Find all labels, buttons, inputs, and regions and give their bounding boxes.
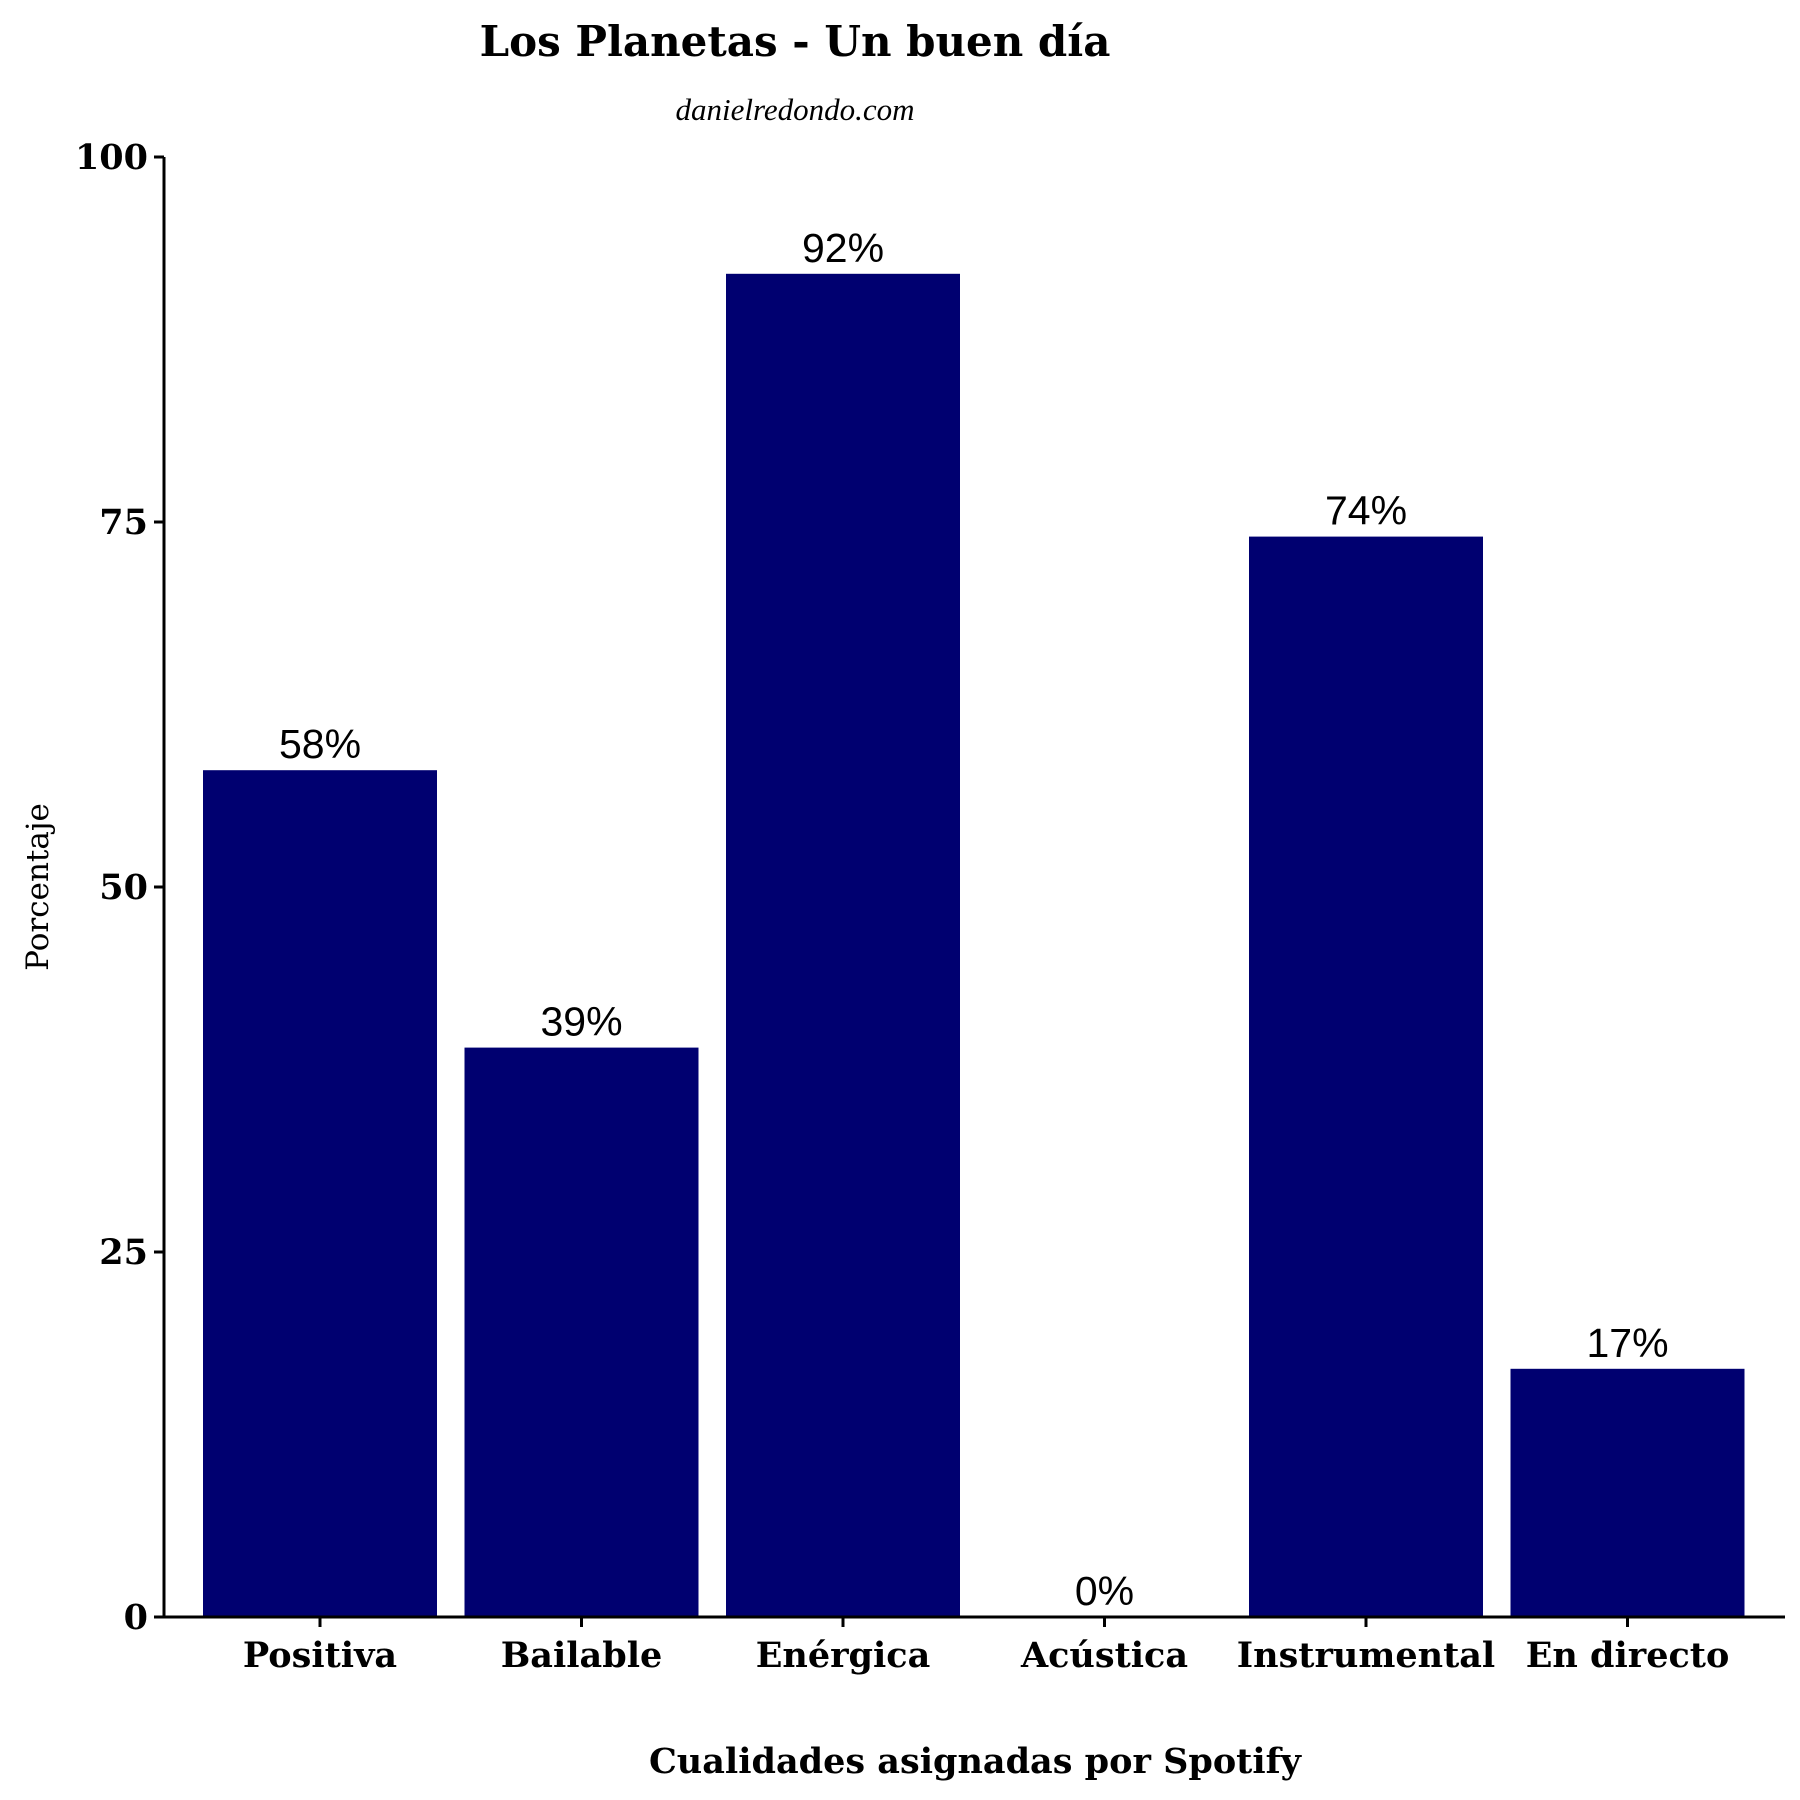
y-tick-label-0: 0 xyxy=(124,1597,148,1638)
bar-en-directo xyxy=(1510,1368,1745,1617)
x-tick-label-bailable: Bailable xyxy=(501,1635,663,1676)
bar-bailable xyxy=(464,1047,699,1617)
y-tick-label-50: 50 xyxy=(99,867,148,908)
y-tick-label-25: 25 xyxy=(99,1232,148,1273)
bar-positiva xyxy=(203,770,437,1617)
y-axis-ticks: 0 25 50 75 100 xyxy=(75,137,164,1638)
chart-title: Los Planetas - Un buen día xyxy=(480,17,1111,66)
data-label-en-directo: 17% xyxy=(1586,1320,1668,1366)
data-label-bailable: 39% xyxy=(540,999,622,1045)
data-label-instrumental: 74% xyxy=(1325,488,1407,534)
x-tick-label-energica: Enérgica xyxy=(756,1635,931,1676)
data-label-energica: 92% xyxy=(802,225,884,271)
x-axis-ticks: Positiva Bailable Enérgica Acústica Instrume… xyxy=(243,1617,1729,1676)
chart-subtitle: danielredondo.com xyxy=(675,92,914,127)
x-tick-label-en-directo: En directo xyxy=(1526,1635,1730,1676)
y-tick-label-100: 100 xyxy=(75,137,148,178)
x-tick-label-acustica: Acústica xyxy=(1020,1635,1188,1676)
data-label-acustica: 0% xyxy=(1075,1568,1134,1614)
bars-layer xyxy=(203,273,1745,1617)
x-tick-label-instrumental: Instrumental xyxy=(1237,1635,1495,1676)
bar-instrumental xyxy=(1249,536,1483,1617)
y-axis-title: Porcentaje xyxy=(20,803,56,971)
x-tick-label-positiva: Positiva xyxy=(243,1635,397,1676)
data-labels-layer: 58% 39% 92% 0% 74% 17% xyxy=(279,225,1669,1614)
data-label-positiva: 58% xyxy=(279,721,361,767)
bar-energica xyxy=(726,273,960,1617)
x-axis-title: Cualidades asignadas por Spotify xyxy=(649,1741,1303,1782)
y-tick-label-75: 75 xyxy=(99,502,148,543)
